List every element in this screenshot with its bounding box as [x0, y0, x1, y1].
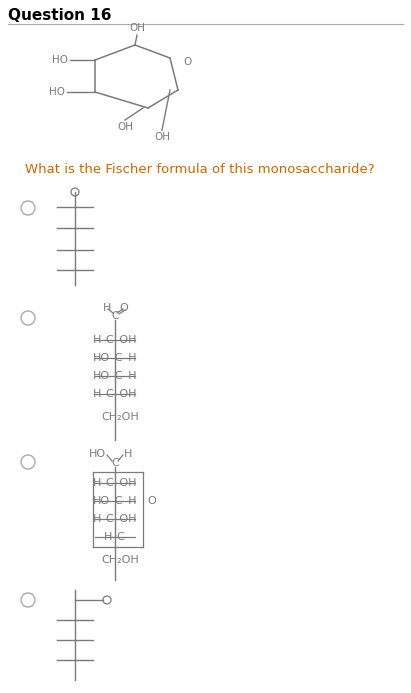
Text: CH₂OH: CH₂OH: [101, 555, 139, 565]
Text: HO: HO: [89, 449, 106, 459]
Text: OH: OH: [117, 122, 133, 132]
Text: H: H: [124, 449, 132, 459]
Text: HO: HO: [52, 55, 68, 65]
Text: O: O: [183, 57, 191, 67]
Text: H–C–OH: H–C–OH: [93, 335, 137, 345]
Text: C: C: [111, 311, 119, 321]
Text: OH: OH: [129, 23, 145, 33]
Text: H–C: H–C: [104, 532, 126, 542]
Text: Question 16: Question 16: [8, 8, 111, 23]
Text: HO: HO: [49, 87, 65, 97]
Text: H–C–OH: H–C–OH: [93, 389, 137, 399]
Text: C: C: [111, 458, 119, 468]
Text: HO–C–H: HO–C–H: [93, 353, 137, 363]
Text: What is the Fischer formula of this monosaccharide?: What is the Fischer formula of this mono…: [25, 163, 374, 176]
Text: O: O: [147, 496, 156, 506]
Text: H–C–OH: H–C–OH: [93, 514, 137, 524]
Text: CH₂OH: CH₂OH: [101, 412, 139, 422]
Text: HO–C–H: HO–C–H: [93, 371, 137, 381]
Text: O: O: [120, 303, 128, 313]
Text: HO–C–H: HO–C–H: [93, 496, 137, 506]
Text: H–C–OH: H–C–OH: [93, 478, 137, 488]
Text: OH: OH: [154, 132, 170, 142]
Text: H: H: [103, 303, 111, 313]
